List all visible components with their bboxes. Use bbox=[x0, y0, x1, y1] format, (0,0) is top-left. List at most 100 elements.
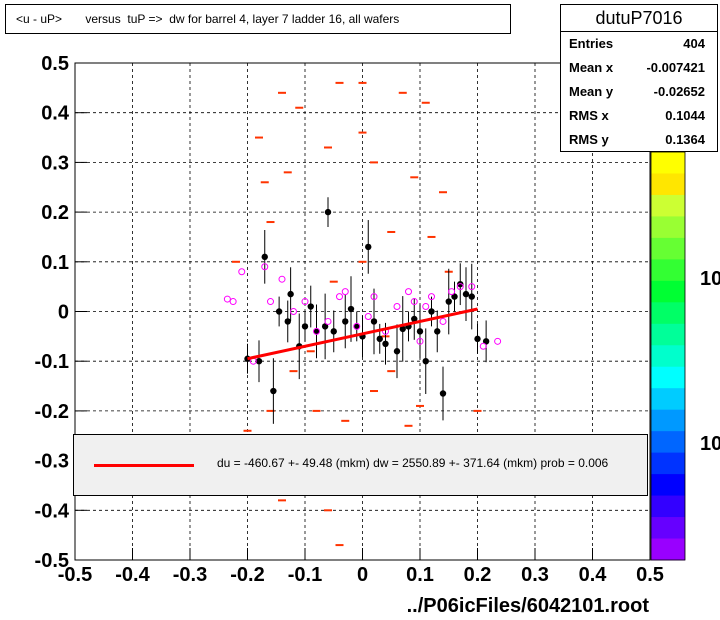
hist-bin bbox=[335, 544, 344, 547]
palette-swatch bbox=[651, 345, 685, 368]
profile-point bbox=[284, 318, 291, 325]
palette-swatch bbox=[651, 495, 685, 518]
palette-swatch bbox=[651, 431, 685, 454]
marker-point bbox=[223, 295, 231, 303]
x-tick-label: 0.5 bbox=[636, 564, 664, 586]
marker-points bbox=[223, 263, 502, 365]
histogram-bins bbox=[232, 81, 482, 547]
fit-line-segment bbox=[247, 307, 478, 361]
marker-point bbox=[278, 275, 286, 283]
x-tick-label: 0.2 bbox=[464, 564, 492, 586]
hist-bin bbox=[358, 131, 367, 134]
y-tick-labels: -0.5 -0.4 -0.3 -0.2 -0.1 0 0.1 0.2 0.3 0.4 0.5 bbox=[35, 53, 70, 572]
profile-point bbox=[399, 325, 406, 333]
hist-bin bbox=[306, 350, 315, 353]
profile-point bbox=[365, 243, 372, 251]
marker-point bbox=[448, 288, 456, 296]
marker-point bbox=[301, 298, 309, 306]
x-tick-label: -0.4 bbox=[115, 564, 150, 586]
marker-point bbox=[290, 308, 297, 315]
fit-legend: du = -460.67 +- 49.48 (mkm) dw = 2550.89… bbox=[73, 434, 648, 496]
palette-swatch bbox=[651, 452, 685, 475]
x-tick-labels: -0.5 -0.4 -0.3 -0.2 -0.1 0 0.1 0.2 0.3 0.4 0.5 bbox=[58, 564, 664, 586]
palette-swatch bbox=[651, 323, 685, 346]
hist-bin bbox=[370, 390, 378, 393]
marker-point bbox=[229, 298, 237, 306]
profile-point bbox=[324, 208, 332, 216]
hist-bin bbox=[266, 221, 275, 224]
profile-point bbox=[270, 387, 277, 395]
marker-point bbox=[353, 322, 361, 330]
y-tick-label: -0.4 bbox=[35, 500, 70, 522]
palette-swatch bbox=[651, 538, 685, 561]
hist-bin bbox=[335, 81, 344, 84]
palette-swatch bbox=[651, 173, 685, 196]
hist-bin bbox=[283, 171, 292, 174]
profile-point bbox=[434, 328, 441, 335]
stats-value: 0.1364 bbox=[665, 132, 705, 147]
hist-bin bbox=[387, 370, 396, 373]
hist-bin bbox=[324, 509, 332, 512]
stats-box: dutuP7016 Entries 404 Mean x -0.007421 Mea… bbox=[560, 4, 718, 152]
marker-point bbox=[336, 293, 343, 301]
stats-row: Mean x -0.007421 bbox=[561, 56, 717, 80]
hist-bin bbox=[255, 136, 263, 139]
hist-bin bbox=[370, 161, 378, 164]
hist-bin bbox=[358, 81, 367, 84]
marker-point bbox=[364, 312, 372, 320]
y-tick-label: -0.3 bbox=[35, 451, 69, 473]
x-tick-label: -0.1 bbox=[288, 564, 322, 586]
palette-swatch bbox=[651, 280, 685, 303]
z-axis-label: 10 bbox=[700, 268, 720, 290]
palette-swatch bbox=[651, 388, 685, 411]
x-tick-label: 0 bbox=[357, 564, 368, 586]
hist-bin bbox=[312, 409, 321, 412]
stats-label: Entries bbox=[569, 36, 614, 51]
hist-bin bbox=[416, 404, 424, 407]
hist-bin bbox=[278, 499, 286, 502]
hist-bin bbox=[398, 91, 407, 94]
profile-point bbox=[287, 290, 294, 298]
y-tick-label: -0.2 bbox=[35, 401, 69, 423]
stats-label: Mean y bbox=[569, 84, 614, 99]
profile-point bbox=[393, 348, 401, 355]
profile-point bbox=[474, 335, 481, 343]
marker-point bbox=[405, 288, 412, 296]
hist-bin bbox=[421, 101, 430, 104]
fit-legend-text: du = -460.67 +- 49.48 (mkm) dw = 2550.89… bbox=[217, 456, 609, 470]
profile-point bbox=[353, 323, 360, 330]
z-axis-label: 10 bbox=[700, 433, 720, 455]
hist-bin bbox=[324, 146, 332, 149]
marker-point bbox=[494, 337, 502, 345]
palette-swatch bbox=[651, 237, 685, 260]
fit-legend-line bbox=[94, 464, 194, 467]
marker-point bbox=[370, 293, 378, 301]
profile-point bbox=[330, 328, 337, 335]
profile-point bbox=[347, 305, 355, 313]
stats-value: -0.007421 bbox=[646, 60, 705, 75]
marker-point bbox=[261, 263, 269, 271]
stats-label: RMS y bbox=[569, 132, 609, 147]
marker-point bbox=[416, 337, 424, 345]
marker-point bbox=[267, 298, 274, 306]
hist-bin bbox=[278, 91, 286, 94]
marker-point bbox=[439, 317, 447, 325]
palette-swatch bbox=[651, 366, 685, 389]
profile-point bbox=[422, 358, 429, 365]
marker-point bbox=[428, 293, 435, 301]
profile-point bbox=[482, 338, 490, 345]
profile-point bbox=[428, 308, 435, 315]
stats-label: RMS x bbox=[569, 108, 609, 123]
profile-point bbox=[255, 358, 263, 365]
x-tick-label: 0.4 bbox=[579, 564, 608, 586]
y-tick-label: 0.3 bbox=[41, 152, 69, 174]
fit-line bbox=[247, 307, 478, 361]
x-tick-label: 0.1 bbox=[406, 564, 434, 586]
palette-swatch bbox=[651, 194, 685, 217]
profile-point bbox=[307, 303, 314, 310]
hist-bin bbox=[473, 409, 482, 412]
hist-bin bbox=[341, 419, 350, 422]
chart-title: <u - uP> versus tuP => dw for barrel 4, … bbox=[5, 4, 511, 34]
hist-bin bbox=[260, 181, 269, 184]
footer-filename: ../P06icFiles/6042101.root bbox=[406, 595, 649, 617]
